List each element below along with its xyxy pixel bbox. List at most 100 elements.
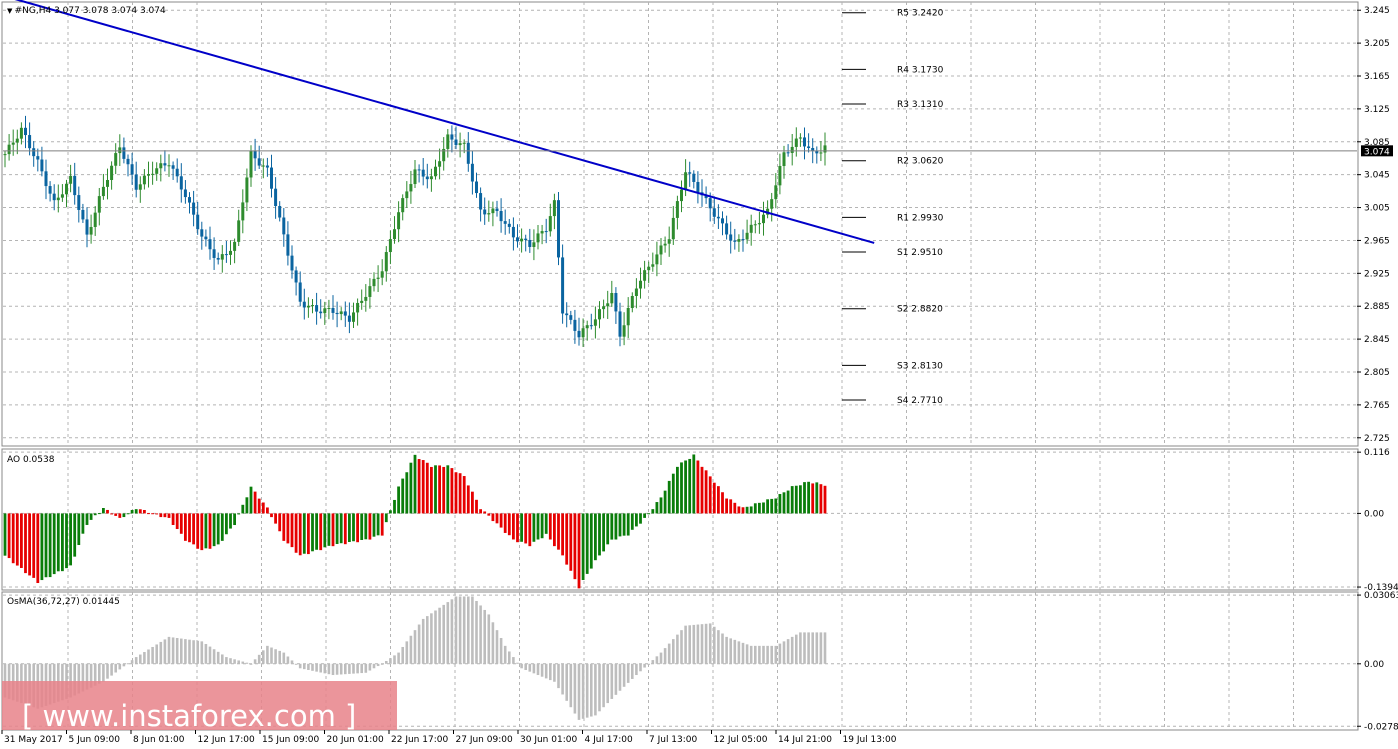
- osma-label: OsMA(36,72,27) 0.01445: [7, 597, 120, 607]
- ao-bar: [692, 454, 696, 514]
- ao-bar: [610, 513, 614, 540]
- osma-bar: [503, 645, 507, 664]
- ao-bar: [184, 513, 187, 541]
- ao-bar: [499, 513, 503, 528]
- ao-bar: [56, 513, 60, 572]
- ao-bar: [155, 513, 159, 515]
- ao-bar: [204, 513, 208, 549]
- candle-body: [536, 233, 540, 243]
- candle-body: [19, 127, 23, 139]
- candle-body: [790, 146, 794, 153]
- ao-bar: [598, 513, 601, 556]
- osma-bar: [684, 625, 687, 664]
- osma-bar: [655, 656, 659, 664]
- osma-bar: [446, 602, 450, 664]
- ao-bar: [241, 504, 245, 514]
- ao-bar: [471, 491, 474, 514]
- pivot-label: S2 2.8820: [897, 305, 943, 315]
- time-axis-label: 22 Jun 17:00: [391, 735, 448, 745]
- osma-bar: [614, 663, 618, 695]
- osma-bar: [130, 660, 134, 664]
- osma-bar: [774, 645, 778, 664]
- ao-bar: [40, 513, 44, 581]
- osma-bar: [73, 663, 76, 696]
- candle-body: [487, 213, 491, 215]
- osma-bar: [819, 632, 823, 664]
- ao-bar: [483, 511, 487, 514]
- osma-bar: [762, 645, 765, 664]
- candle-body: [716, 216, 720, 219]
- candle-body: [204, 236, 208, 240]
- pivot-label: R5 3.2420: [897, 9, 944, 19]
- ao-bar: [823, 485, 827, 514]
- ao-bar: [81, 513, 85, 534]
- ao-bar: [450, 468, 454, 514]
- ao-bar: [536, 513, 540, 540]
- ao-histogram: [3, 454, 827, 589]
- candle-body: [106, 179, 109, 187]
- ao-bar: [626, 513, 630, 536]
- osma-bar: [393, 655, 396, 664]
- ao-bar: [606, 513, 610, 545]
- ao-bar: [676, 466, 679, 514]
- osma-bar: [520, 663, 523, 669]
- candle-body: [753, 224, 757, 226]
- candle-body: [749, 224, 753, 233]
- ao-bar: [401, 478, 405, 514]
- osma-bar: [307, 663, 310, 670]
- ao-bar: [548, 513, 552, 540]
- candle-body: [470, 163, 474, 182]
- ao-bar: [495, 513, 499, 524]
- ao-bar: [803, 482, 806, 514]
- candle-body: [634, 288, 638, 297]
- ao-bar: [89, 513, 93, 520]
- osma-bar: [536, 663, 540, 676]
- candle-body: [294, 270, 298, 283]
- candle-body: [249, 150, 253, 178]
- osma-bar: [643, 663, 646, 668]
- osma-bar: [298, 663, 302, 669]
- ao-bar: [741, 507, 745, 514]
- osma-bar: [270, 647, 273, 664]
- ao-bar: [553, 513, 556, 547]
- ao-bar: [196, 513, 200, 549]
- axis-tick-label: 2.765: [1364, 401, 1390, 411]
- candle-body: [466, 142, 470, 164]
- ao-bar: [69, 513, 72, 566]
- axis-tick-label: 3.245: [1364, 6, 1390, 16]
- candle-body: [532, 242, 536, 247]
- candle-body: [778, 166, 782, 186]
- candle-body: [327, 308, 331, 310]
- osma-bar: [106, 663, 109, 679]
- osma-bar: [639, 663, 642, 672]
- osma-bar: [368, 663, 372, 671]
- ao-bar: [507, 513, 511, 536]
- ao-bar: [106, 509, 109, 514]
- candle-body: [208, 239, 212, 250]
- ao-bar: [589, 513, 593, 569]
- ao-bar: [274, 513, 277, 524]
- osma-bar: [233, 659, 236, 664]
- ao-bar: [712, 482, 716, 514]
- osma-bar: [196, 640, 199, 664]
- ao-bar: [138, 509, 142, 514]
- osma-bar: [434, 610, 437, 664]
- candle-body: [675, 201, 679, 218]
- ao-bar: [454, 472, 458, 514]
- ao-bar: [249, 486, 253, 514]
- candle-body: [118, 147, 122, 154]
- candle-body: [618, 311, 622, 337]
- ao-panel-bg: [1, 448, 1359, 591]
- osma-bar: [811, 632, 814, 664]
- osma-bar: [237, 660, 240, 664]
- ao-bar: [405, 472, 409, 514]
- ao-bar: [134, 509, 138, 514]
- candle-body: [630, 296, 634, 308]
- osma-bar: [180, 638, 183, 664]
- ao-bar: [479, 509, 482, 514]
- osma-bar: [262, 650, 265, 664]
- candle-body: [757, 223, 761, 225]
- ao-bar: [163, 513, 167, 518]
- ao-bar: [36, 513, 40, 584]
- osma-bar: [692, 624, 696, 664]
